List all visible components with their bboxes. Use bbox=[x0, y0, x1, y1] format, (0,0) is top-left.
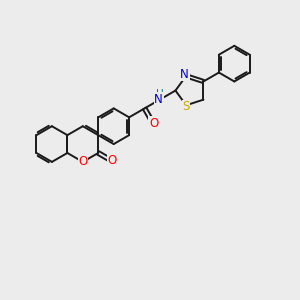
Text: S: S bbox=[182, 100, 190, 113]
Text: O: O bbox=[107, 154, 117, 167]
Text: O: O bbox=[78, 155, 87, 168]
Text: N: N bbox=[180, 68, 189, 81]
Text: O: O bbox=[149, 116, 158, 130]
Text: N: N bbox=[154, 93, 163, 106]
Text: H: H bbox=[156, 89, 164, 99]
